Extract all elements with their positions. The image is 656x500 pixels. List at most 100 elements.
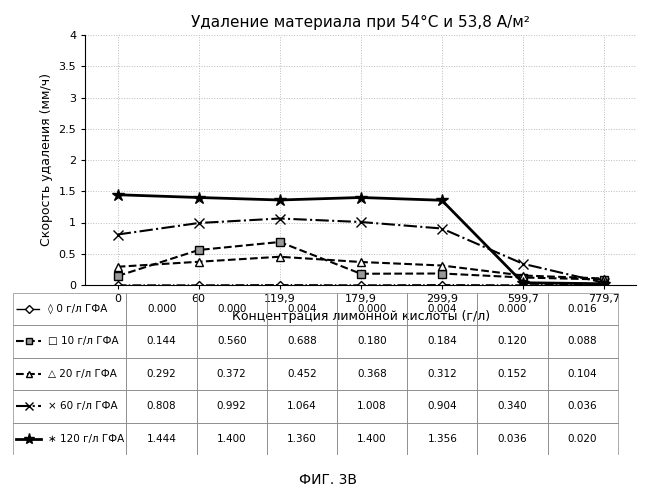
Bar bbox=[13, 422, 127, 455]
Bar bbox=[13, 358, 127, 390]
∗ 120 г/л ГФА bbox=[519, 280, 527, 286]
Text: △ 20 г/л ГФА: △ 20 г/л ГФА bbox=[48, 369, 117, 379]
Bar bbox=[13, 390, 127, 422]
Bar bbox=[13, 325, 127, 358]
Bar bbox=[267, 422, 337, 455]
◊ 0 г/л ГФА bbox=[113, 282, 121, 288]
Text: ∗ 120 г/л ГФА: ∗ 120 г/л ГФА bbox=[48, 434, 124, 444]
△ 20 г/л ГФА bbox=[276, 254, 283, 260]
Bar bbox=[267, 292, 337, 325]
Text: ◊ 0 г/л ГФА: ◊ 0 г/л ГФА bbox=[48, 304, 107, 314]
Text: 0.000: 0.000 bbox=[358, 304, 387, 314]
△ 20 г/л ГФА bbox=[113, 264, 121, 270]
Text: 0.004: 0.004 bbox=[428, 304, 457, 314]
Text: 0.560: 0.560 bbox=[217, 336, 247, 346]
Bar bbox=[337, 358, 407, 390]
Text: 1.400: 1.400 bbox=[358, 434, 387, 444]
Bar bbox=[407, 292, 478, 325]
Text: 1.360: 1.360 bbox=[287, 434, 317, 444]
Text: 0.340: 0.340 bbox=[498, 401, 527, 411]
Bar bbox=[127, 292, 197, 325]
Text: 0.184: 0.184 bbox=[427, 336, 457, 346]
Line: ∗ 120 г/л ГФА: ∗ 120 г/л ГФА bbox=[112, 188, 610, 290]
Text: 0.000: 0.000 bbox=[217, 304, 247, 314]
Bar bbox=[407, 358, 478, 390]
Bar bbox=[197, 325, 267, 358]
Bar bbox=[127, 325, 197, 358]
Bar bbox=[127, 422, 197, 455]
Text: 0.688: 0.688 bbox=[287, 336, 317, 346]
Text: ФИГ. 3В: ФИГ. 3В bbox=[299, 474, 357, 488]
Bar bbox=[478, 422, 548, 455]
Text: 1.400: 1.400 bbox=[217, 434, 247, 444]
Text: 0.372: 0.372 bbox=[217, 369, 247, 379]
Text: 0.152: 0.152 bbox=[497, 369, 527, 379]
Title: Удаление материала при 54°C и 53,8 А/м²: Удаление материала при 54°C и 53,8 А/м² bbox=[192, 14, 530, 30]
Bar bbox=[407, 422, 478, 455]
△ 20 г/л ГФА bbox=[357, 259, 365, 265]
Text: 0.020: 0.020 bbox=[568, 434, 598, 444]
□ 10 г/л ГФА bbox=[357, 271, 365, 277]
Bar bbox=[197, 358, 267, 390]
Bar bbox=[267, 390, 337, 422]
× 60 г/л ГФА bbox=[113, 232, 121, 237]
Text: 0.808: 0.808 bbox=[147, 401, 176, 411]
Text: 0.016: 0.016 bbox=[568, 304, 598, 314]
Bar bbox=[337, 292, 407, 325]
△ 20 г/л ГФА bbox=[519, 272, 527, 278]
Bar bbox=[478, 292, 548, 325]
Bar bbox=[127, 390, 197, 422]
× 60 г/л ГФА bbox=[357, 219, 365, 225]
Bar bbox=[197, 390, 267, 422]
Text: 1.064: 1.064 bbox=[287, 401, 317, 411]
Text: □ 10 г/л ГФА: □ 10 г/л ГФА bbox=[48, 336, 118, 346]
Text: 0.452: 0.452 bbox=[287, 369, 317, 379]
Text: 0.904: 0.904 bbox=[428, 401, 457, 411]
Line: △ 20 г/л ГФА: △ 20 г/л ГФА bbox=[113, 252, 608, 282]
Text: 0.104: 0.104 bbox=[568, 369, 598, 379]
◊ 0 г/л ГФА bbox=[519, 282, 527, 288]
Text: 0.992: 0.992 bbox=[217, 401, 247, 411]
× 60 г/л ГФА bbox=[276, 216, 283, 222]
Bar bbox=[337, 390, 407, 422]
Bar bbox=[127, 358, 197, 390]
∗ 120 г/л ГФА bbox=[357, 194, 365, 200]
× 60 г/л ГФА bbox=[519, 261, 527, 267]
□ 10 г/л ГФА bbox=[600, 276, 608, 282]
Text: 0.004: 0.004 bbox=[287, 304, 317, 314]
Bar bbox=[548, 422, 618, 455]
Bar bbox=[407, 325, 478, 358]
Text: 0.144: 0.144 bbox=[147, 336, 176, 346]
□ 10 г/л ГФА bbox=[519, 274, 527, 280]
Bar bbox=[337, 422, 407, 455]
△ 20 г/л ГФА bbox=[438, 262, 446, 268]
Bar bbox=[267, 358, 337, 390]
Text: 1.444: 1.444 bbox=[147, 434, 176, 444]
Y-axis label: Скорость удаления (мм/ч): Скорость удаления (мм/ч) bbox=[40, 74, 53, 246]
Bar bbox=[197, 292, 267, 325]
× 60 г/л ГФА bbox=[438, 226, 446, 232]
× 60 г/л ГФА bbox=[195, 220, 203, 226]
◊ 0 г/л ГФА bbox=[438, 282, 446, 288]
Text: 0.180: 0.180 bbox=[358, 336, 387, 346]
◊ 0 г/л ГФА bbox=[600, 281, 608, 287]
◊ 0 г/л ГФА bbox=[195, 282, 203, 288]
Text: 0.088: 0.088 bbox=[568, 336, 598, 346]
□ 10 г/л ГФА bbox=[113, 273, 121, 279]
◊ 0 г/л ГФА bbox=[357, 282, 365, 288]
∗ 120 г/л ГФА bbox=[600, 281, 608, 287]
∗ 120 г/л ГФА bbox=[276, 197, 283, 203]
△ 20 г/л ГФА bbox=[195, 259, 203, 265]
△ 20 г/л ГФА bbox=[600, 276, 608, 281]
Text: 0.000: 0.000 bbox=[498, 304, 527, 314]
Bar bbox=[548, 292, 618, 325]
Text: 0.120: 0.120 bbox=[498, 336, 527, 346]
Line: □ 10 г/л ГФА: □ 10 г/л ГФА bbox=[113, 238, 608, 284]
∗ 120 г/л ГФА bbox=[195, 194, 203, 200]
Bar bbox=[548, 390, 618, 422]
Bar bbox=[548, 325, 618, 358]
Text: 1.008: 1.008 bbox=[358, 401, 387, 411]
Bar bbox=[478, 358, 548, 390]
Line: × 60 г/л ГФА: × 60 г/л ГФА bbox=[113, 214, 609, 288]
◊ 0 г/л ГФА bbox=[276, 282, 283, 288]
